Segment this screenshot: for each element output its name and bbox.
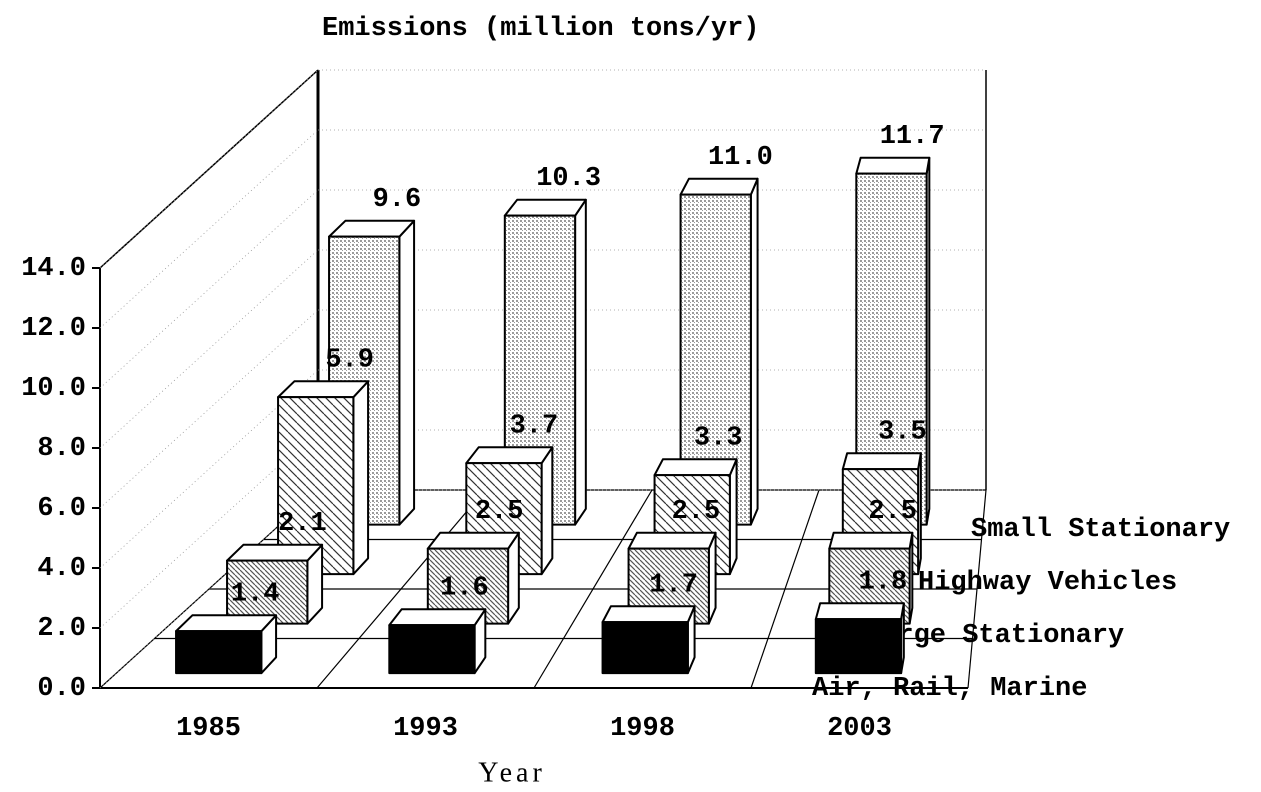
bar-front xyxy=(277,396,355,576)
x-tick-label: 1998 xyxy=(610,714,675,744)
y-tick-label: 14.0 xyxy=(21,254,86,284)
bar-top xyxy=(627,531,717,550)
bar-top xyxy=(828,531,914,550)
bar-side xyxy=(398,219,416,526)
bar-top xyxy=(226,543,324,562)
bar-side xyxy=(540,446,554,576)
value-label: 9.6 xyxy=(373,185,422,215)
bar-top xyxy=(328,219,416,238)
bar-front xyxy=(175,630,263,675)
y-tick-label: 2.0 xyxy=(37,614,86,644)
value-label: 10.3 xyxy=(536,164,601,194)
value-label: 3.7 xyxy=(510,411,559,441)
value-label: 3.3 xyxy=(694,423,743,453)
y-tick-label: 10.0 xyxy=(21,374,86,404)
bar-top xyxy=(855,156,931,175)
bar xyxy=(679,177,759,526)
left-wall-edge xyxy=(99,69,319,269)
value-label: 5.9 xyxy=(325,345,374,375)
legend-label: Air, Rail, Marine xyxy=(812,674,1087,704)
y-tick-label: 6.0 xyxy=(37,494,86,524)
bar-side xyxy=(352,380,370,576)
legend-label: Small Stationary xyxy=(971,515,1230,545)
floor-line xyxy=(750,489,820,689)
y-tick-label: 8.0 xyxy=(37,434,86,464)
value-label: 1.7 xyxy=(649,570,698,600)
bar-top xyxy=(503,198,587,217)
legend-label: Highway Vehicles xyxy=(918,568,1177,598)
value-label: 2.1 xyxy=(278,509,327,539)
value-label: 11.0 xyxy=(708,143,773,173)
bar-top xyxy=(814,602,905,621)
grid-line xyxy=(99,129,319,329)
bar-top xyxy=(601,605,696,624)
value-label: 1.4 xyxy=(231,579,280,609)
value-label: 1.6 xyxy=(440,573,489,603)
bar-top xyxy=(388,608,487,627)
value-label: 3.5 xyxy=(878,417,927,447)
value-label: 2.5 xyxy=(672,497,721,527)
x-tick-label: 2003 xyxy=(827,714,892,744)
floor-line xyxy=(533,489,653,689)
bar xyxy=(175,614,278,675)
legend-label: Large Stationary xyxy=(865,621,1124,651)
chart-title: Emissions (million tons/yr) xyxy=(322,14,759,44)
grid-line xyxy=(99,189,319,389)
bar-top xyxy=(679,177,759,196)
bar-front xyxy=(226,559,309,625)
bar-front xyxy=(388,624,476,675)
y-tick-label: 12.0 xyxy=(21,314,86,344)
bar xyxy=(426,531,520,625)
bar-front xyxy=(814,618,903,675)
bar-top xyxy=(653,458,738,477)
bar-top xyxy=(426,531,520,550)
bar xyxy=(601,605,696,675)
y-tick-label: 0.0 xyxy=(37,674,86,704)
bar-top xyxy=(465,446,554,465)
bar-side xyxy=(749,177,759,526)
value-label: 2.5 xyxy=(475,497,524,527)
floor-line xyxy=(316,489,486,689)
bar-side xyxy=(574,198,587,526)
x-axis-label: Year xyxy=(478,757,546,788)
x-tick-label: 1985 xyxy=(176,714,241,744)
bar xyxy=(814,602,905,675)
value-label: 11.7 xyxy=(880,122,945,152)
value-label: 1.8 xyxy=(859,567,908,597)
bar-side xyxy=(728,458,738,576)
floor-line xyxy=(967,489,987,689)
bar xyxy=(855,156,931,526)
bar xyxy=(226,543,324,625)
bar-front xyxy=(601,621,689,675)
x-tick-label: 1993 xyxy=(393,714,458,744)
bar xyxy=(388,608,487,675)
value-label: 2.5 xyxy=(868,497,917,527)
bar xyxy=(277,380,370,576)
bar-top xyxy=(277,380,370,399)
bar-top xyxy=(841,452,922,471)
y-tick-label: 4.0 xyxy=(37,554,86,584)
bar xyxy=(627,531,717,625)
bar-top xyxy=(175,614,278,633)
